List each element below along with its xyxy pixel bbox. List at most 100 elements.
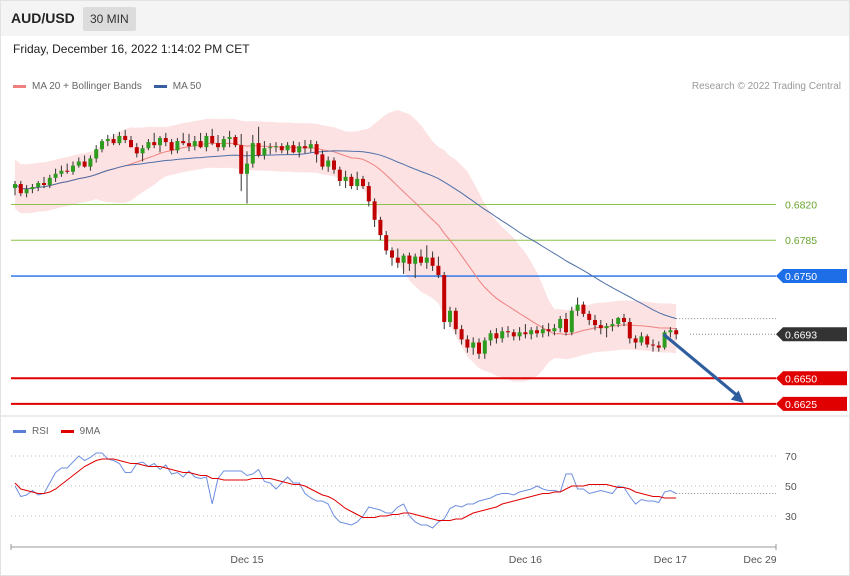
- candle: [326, 160, 331, 167]
- candle: [471, 342, 476, 348]
- rsi-tick-30: 30: [785, 511, 797, 523]
- rsi-legend: RSI 9MA: [13, 426, 100, 437]
- candle: [564, 318, 568, 333]
- rsi-tick-70: 70: [785, 451, 797, 463]
- candle: [407, 255, 412, 264]
- candle: [198, 141, 203, 148]
- candle: [129, 140, 133, 148]
- candle: [390, 250, 394, 258]
- candle: [53, 173, 58, 178]
- candle: [134, 147, 139, 154]
- candle: [465, 339, 470, 348]
- ma20-legend-swatch: [13, 85, 26, 88]
- candle: [36, 182, 41, 188]
- candle: [76, 161, 81, 166]
- candle: [593, 319, 597, 326]
- ma50-line: [14, 150, 677, 320]
- candle: [13, 184, 17, 189]
- candle: [337, 169, 342, 181]
- rsi-legend-label: RSI: [32, 426, 49, 437]
- candle: [448, 310, 452, 323]
- candle: [523, 332, 528, 335]
- candle: [355, 178, 360, 187]
- level-tag-0.6693: [776, 327, 847, 342]
- candle: [517, 332, 522, 337]
- level-value-0.6820: 0.6820: [785, 199, 817, 211]
- candle: [297, 146, 302, 153]
- candle: [494, 333, 499, 339]
- ma50-legend-label: MA 50: [172, 81, 202, 92]
- candle: [668, 330, 673, 333]
- candle: [250, 143, 255, 164]
- candle: [123, 135, 128, 141]
- candles: [13, 126, 679, 359]
- candle: [674, 330, 679, 335]
- candle: [610, 324, 615, 327]
- candle: [111, 139, 116, 144]
- candle: [575, 304, 580, 311]
- candle: [535, 330, 539, 334]
- candle: [59, 170, 64, 174]
- research-credit: Research © 2022 Trading Central: [691, 81, 841, 92]
- candle: [662, 332, 667, 348]
- candle: [320, 154, 325, 167]
- candle: [500, 331, 505, 339]
- candle: [158, 138, 162, 146]
- candle: [482, 340, 487, 354]
- rsi-line: [14, 452, 677, 529]
- candle: [30, 187, 35, 190]
- candle: [105, 139, 110, 142]
- candle: [378, 219, 383, 236]
- candle: [303, 146, 307, 149]
- candle: [581, 304, 586, 314]
- candle: [216, 143, 220, 148]
- candle: [175, 141, 180, 151]
- candle: [419, 256, 423, 263]
- candle: [163, 138, 168, 143]
- rsi-ma-legend-swatch: [60, 430, 74, 433]
- level-value-0.6750: 0.6750: [785, 271, 817, 283]
- candle: [546, 329, 551, 332]
- candle: [268, 147, 273, 149]
- candle: [540, 329, 545, 334]
- candle: [308, 144, 313, 149]
- candle: [343, 176, 348, 181]
- candle: [366, 186, 371, 202]
- candle: [140, 148, 145, 154]
- x-tick-Dec-29: Dec 29: [743, 554, 776, 566]
- candle: [47, 177, 52, 186]
- candle: [656, 345, 661, 348]
- bollinger-band: [15, 110, 677, 382]
- level-tag-0.6625: [776, 396, 847, 411]
- candle: [477, 342, 481, 354]
- candle: [453, 310, 458, 330]
- candle: [274, 146, 278, 148]
- candle: [204, 135, 209, 148]
- candle: [372, 201, 377, 220]
- candle: [285, 145, 290, 151]
- rsi-legend-swatch: [13, 430, 26, 433]
- timeframe-button[interactable]: 30 MIN: [83, 7, 136, 31]
- candle: [604, 326, 609, 329]
- rsi-tick-50: 50: [785, 481, 797, 493]
- rsi-ma-line: [14, 458, 677, 521]
- candle: [384, 235, 389, 251]
- candle: [488, 333, 493, 341]
- candle: [616, 317, 621, 325]
- candle: [245, 163, 249, 174]
- x-tick-Dec-17: Dec 17: [654, 554, 687, 566]
- candle: [506, 331, 510, 333]
- candle: [314, 144, 319, 155]
- ma50-legend-swatch: [153, 85, 167, 88]
- candle: [651, 344, 655, 346]
- candle: [645, 336, 650, 345]
- candle: [117, 135, 122, 144]
- timestamp: Friday, December 16, 2022 1:14:02 PM CET: [13, 42, 250, 56]
- candle: [424, 257, 429, 263]
- candle: [436, 265, 441, 276]
- candle: [291, 145, 296, 153]
- x-tick-Dec-15: Dec 15: [230, 554, 263, 566]
- candle: [210, 135, 215, 144]
- candle: [192, 141, 197, 147]
- ma20-legend-label: MA 20 + Bollinger Bands: [32, 81, 142, 92]
